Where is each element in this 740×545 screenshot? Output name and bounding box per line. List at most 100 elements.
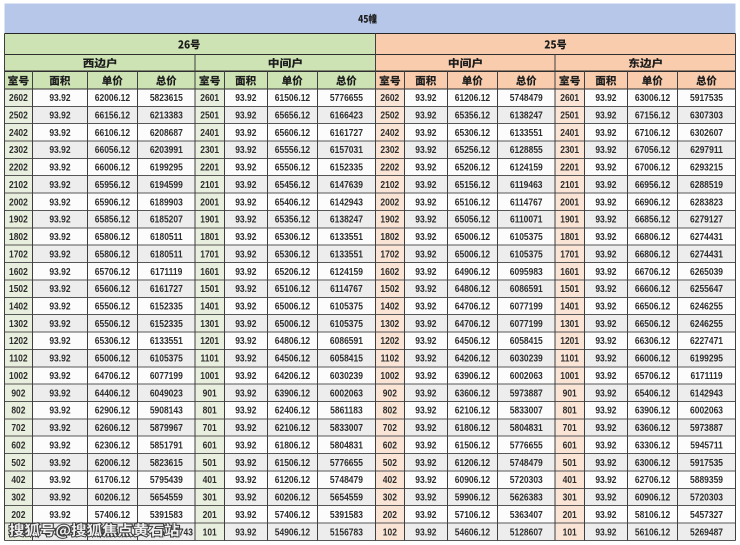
svg-text:66606.12: 66606.12 (635, 284, 670, 295)
svg-text:1402: 1402 (9, 301, 28, 312)
svg-text:6049023: 6049023 (150, 388, 183, 399)
svg-text:93.92: 93.92 (415, 127, 436, 138)
svg-text:701: 701 (563, 423, 577, 434)
svg-text:93.92: 93.92 (415, 232, 436, 243)
svg-text:93.92: 93.92 (235, 127, 256, 138)
svg-text:61206.12: 61206.12 (455, 93, 490, 104)
svg-text:6095983: 6095983 (510, 266, 543, 277)
svg-text:6161727: 6161727 (330, 127, 363, 138)
svg-text:5776655: 5776655 (510, 440, 543, 451)
svg-text:65806.12: 65806.12 (95, 232, 130, 243)
svg-text:6297911: 6297911 (690, 145, 723, 156)
svg-text:93.92: 93.92 (595, 475, 616, 486)
svg-text:2402: 2402 (380, 127, 399, 138)
svg-text:65506.12: 65506.12 (275, 162, 310, 173)
svg-text:93.92: 93.92 (49, 145, 70, 156)
svg-text:62006.12: 62006.12 (95, 457, 130, 468)
svg-text:93.92: 93.92 (235, 370, 256, 381)
svg-text:5804831: 5804831 (510, 423, 543, 434)
svg-text:2501: 2501 (560, 110, 579, 121)
svg-text:93.92: 93.92 (595, 284, 616, 295)
svg-text:61206.12: 61206.12 (275, 475, 310, 486)
svg-text:93.92: 93.92 (595, 301, 616, 312)
svg-text:62706.12: 62706.12 (635, 475, 670, 486)
svg-text:65356.12: 65356.12 (455, 110, 490, 121)
svg-text:6128855: 6128855 (510, 145, 543, 156)
svg-text:93.92: 93.92 (235, 301, 256, 312)
svg-text:65306.12: 65306.12 (455, 127, 490, 138)
svg-text:93.92: 93.92 (595, 527, 616, 538)
svg-text:2101: 2101 (560, 179, 579, 190)
svg-text:701: 701 (203, 423, 217, 434)
svg-text:93.92: 93.92 (595, 388, 616, 399)
svg-text:93.92: 93.92 (415, 336, 436, 347)
svg-text:63606.12: 63606.12 (455, 388, 490, 399)
svg-text:6133551: 6133551 (150, 336, 183, 347)
svg-text:93.92: 93.92 (235, 214, 256, 225)
svg-text:60206.12: 60206.12 (275, 492, 310, 503)
svg-text:6058415: 6058415 (330, 353, 363, 364)
svg-text:93.92: 93.92 (235, 162, 256, 173)
svg-text:902: 902 (11, 388, 25, 399)
svg-text:6288519: 6288519 (690, 179, 723, 190)
svg-text:67106.12: 67106.12 (635, 127, 670, 138)
svg-text:93.92: 93.92 (595, 457, 616, 468)
svg-text:93.92: 93.92 (595, 214, 616, 225)
svg-text:6002063: 6002063 (690, 405, 723, 416)
svg-text:6157031: 6157031 (330, 145, 363, 156)
svg-text:5889359: 5889359 (690, 475, 723, 486)
svg-text:1001: 1001 (560, 370, 579, 381)
svg-text:1501: 1501 (200, 284, 219, 295)
svg-text:6133551: 6133551 (330, 249, 363, 260)
svg-text:93.92: 93.92 (235, 266, 256, 277)
svg-text:93.92: 93.92 (235, 284, 256, 295)
svg-text:64706.12: 64706.12 (95, 370, 130, 381)
svg-text:2401: 2401 (200, 127, 219, 138)
svg-text:93.92: 93.92 (235, 336, 256, 347)
svg-text:93.92: 93.92 (415, 197, 436, 208)
svg-text:93.92: 93.92 (235, 145, 256, 156)
svg-text:65256.12: 65256.12 (455, 145, 490, 156)
svg-text:63006.12: 63006.12 (635, 457, 670, 468)
svg-text:5363407: 5363407 (510, 509, 543, 520)
svg-text:93.92: 93.92 (49, 492, 70, 503)
svg-text:2601: 2601 (560, 93, 579, 104)
svg-text:201: 201 (563, 509, 577, 520)
svg-text:6142943: 6142943 (330, 197, 363, 208)
svg-text:6171119: 6171119 (691, 370, 723, 381)
svg-text:65606.12: 65606.12 (275, 127, 310, 138)
svg-text:64206.12: 64206.12 (455, 353, 490, 364)
svg-text:93.92: 93.92 (49, 284, 70, 295)
svg-text:93.92: 93.92 (415, 405, 436, 416)
svg-text:67156.12: 67156.12 (635, 110, 670, 121)
svg-text:66806.12: 66806.12 (635, 232, 670, 243)
svg-text:902: 902 (383, 388, 397, 399)
svg-text:6171119: 6171119 (150, 266, 182, 277)
svg-text:2001: 2001 (560, 197, 579, 208)
svg-text:62606.12: 62606.12 (95, 423, 130, 434)
svg-text:5748479: 5748479 (510, 93, 543, 104)
svg-text:65056.12: 65056.12 (455, 214, 490, 225)
svg-text:93.92: 93.92 (415, 110, 436, 121)
svg-text:63906.12: 63906.12 (635, 405, 670, 416)
svg-text:66956.12: 66956.12 (635, 179, 670, 190)
svg-text:5626383: 5626383 (510, 492, 543, 503)
svg-text:66306.12: 66306.12 (635, 336, 670, 347)
svg-text:1601: 1601 (200, 266, 219, 277)
svg-text:6227471: 6227471 (690, 336, 723, 347)
svg-text:93.92: 93.92 (235, 353, 256, 364)
svg-text:58106.12: 58106.12 (635, 509, 670, 520)
svg-text:5861183: 5861183 (330, 405, 363, 416)
svg-text:5128607: 5128607 (510, 527, 543, 538)
svg-text:6105375: 6105375 (510, 232, 543, 243)
svg-text:61506.12: 61506.12 (275, 93, 310, 104)
svg-text:5795439: 5795439 (150, 475, 183, 486)
svg-text:93.92: 93.92 (415, 509, 436, 520)
svg-text:1301: 1301 (200, 318, 219, 329)
svg-text:93.92: 93.92 (49, 232, 70, 243)
svg-text:6030239: 6030239 (330, 370, 363, 381)
svg-text:93.92: 93.92 (49, 214, 70, 225)
svg-text:65906.12: 65906.12 (95, 197, 130, 208)
svg-text:5917535: 5917535 (690, 93, 723, 104)
svg-text:6002063: 6002063 (510, 370, 543, 381)
